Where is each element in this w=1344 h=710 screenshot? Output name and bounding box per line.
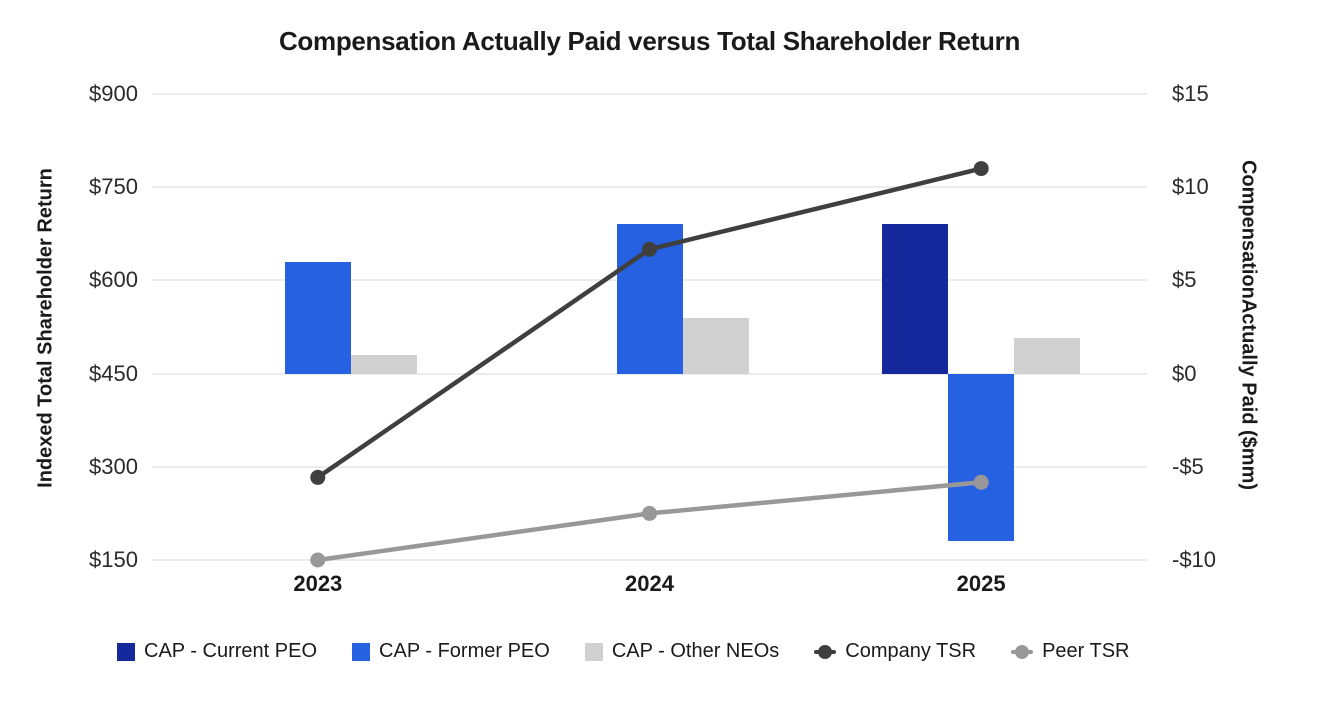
right-axis-tick: $0 [1172,360,1197,386]
legend-item-cap-current-peo: CAP - Current PEO [117,640,317,663]
chart-title: Compensation Actually Paid versus Total … [278,26,1021,56]
legend-line-dot-marker-icon [814,644,837,659]
gridline [152,559,1147,561]
bar-cap-other-neos-2023 [350,354,417,374]
bar-cap-current-peo-2025 [882,224,949,374]
bar-cap-other-neos-2024 [682,317,749,374]
right-axis-tick: $5 [1172,267,1197,293]
legend-item-cap-other-neos: CAP - Other NEOs [584,640,780,663]
legend-item-peer-tsr: Peer TSR [1011,640,1130,663]
legend-label: CAP - Former PEO [379,640,550,662]
legend-item-company-tsr: Company TSR [814,640,976,663]
x-axis-label-2023: 2023 [293,571,343,596]
legend-square-swatch-icon [352,642,371,661]
point-company-tsr-2025 [973,161,989,177]
plot-area [152,93,1147,568]
left-axis-tick: $900 [89,81,138,106]
line-peer-tsr [317,480,982,563]
left-axis-tick: $450 [89,360,138,386]
legend-square-swatch-icon [117,642,135,661]
left-axis-tick: $300 [89,453,138,479]
x-axis-label-2025: 2025 [956,571,1006,596]
right-axis-title: CompensationActually Paid ($mm) [1237,159,1260,491]
bar-cap-former-peo-2024 [616,224,683,374]
gridline [152,93,1147,95]
legend-line-dot-marker-icon [1011,644,1034,659]
legend-label: CAP - Current PEO [144,640,318,662]
right-axis-tick: -$5 [1172,453,1204,479]
gridline [152,186,1147,189]
left-axis-tick: $750 [89,174,138,200]
legend-label: CAP - Other NEOs [611,640,780,662]
legend-label: Company TSR [845,640,977,662]
point-peer-tsr-2024 [642,505,657,521]
left-axis-tick: $150 [89,547,138,572]
legend-item-cap-former-peo: CAP - Former PEO [352,640,550,663]
legend-square-swatch-icon [584,642,603,661]
left-axis-tick: $600 [89,267,138,293]
legend-label: Peer TSR [1042,640,1130,662]
bar-cap-former-peo-2025 [948,373,1015,542]
bar-cap-other-neos-2025 [1014,338,1081,374]
legend: CAP - Current PEO CAP - Former PEO CAP - O… [117,640,1130,663]
x-axis-label-2024: 2024 [625,571,674,596]
left-axis-title: Indexed Total Shareholder Return [34,168,57,488]
right-axis-tick: $10 [1172,174,1209,200]
right-axis-tick: -$10 [1172,547,1217,572]
bar-cap-former-peo-2023 [284,261,351,374]
point-company-tsr-2023 [310,469,326,485]
right-axis-tick: $15 [1172,81,1209,106]
